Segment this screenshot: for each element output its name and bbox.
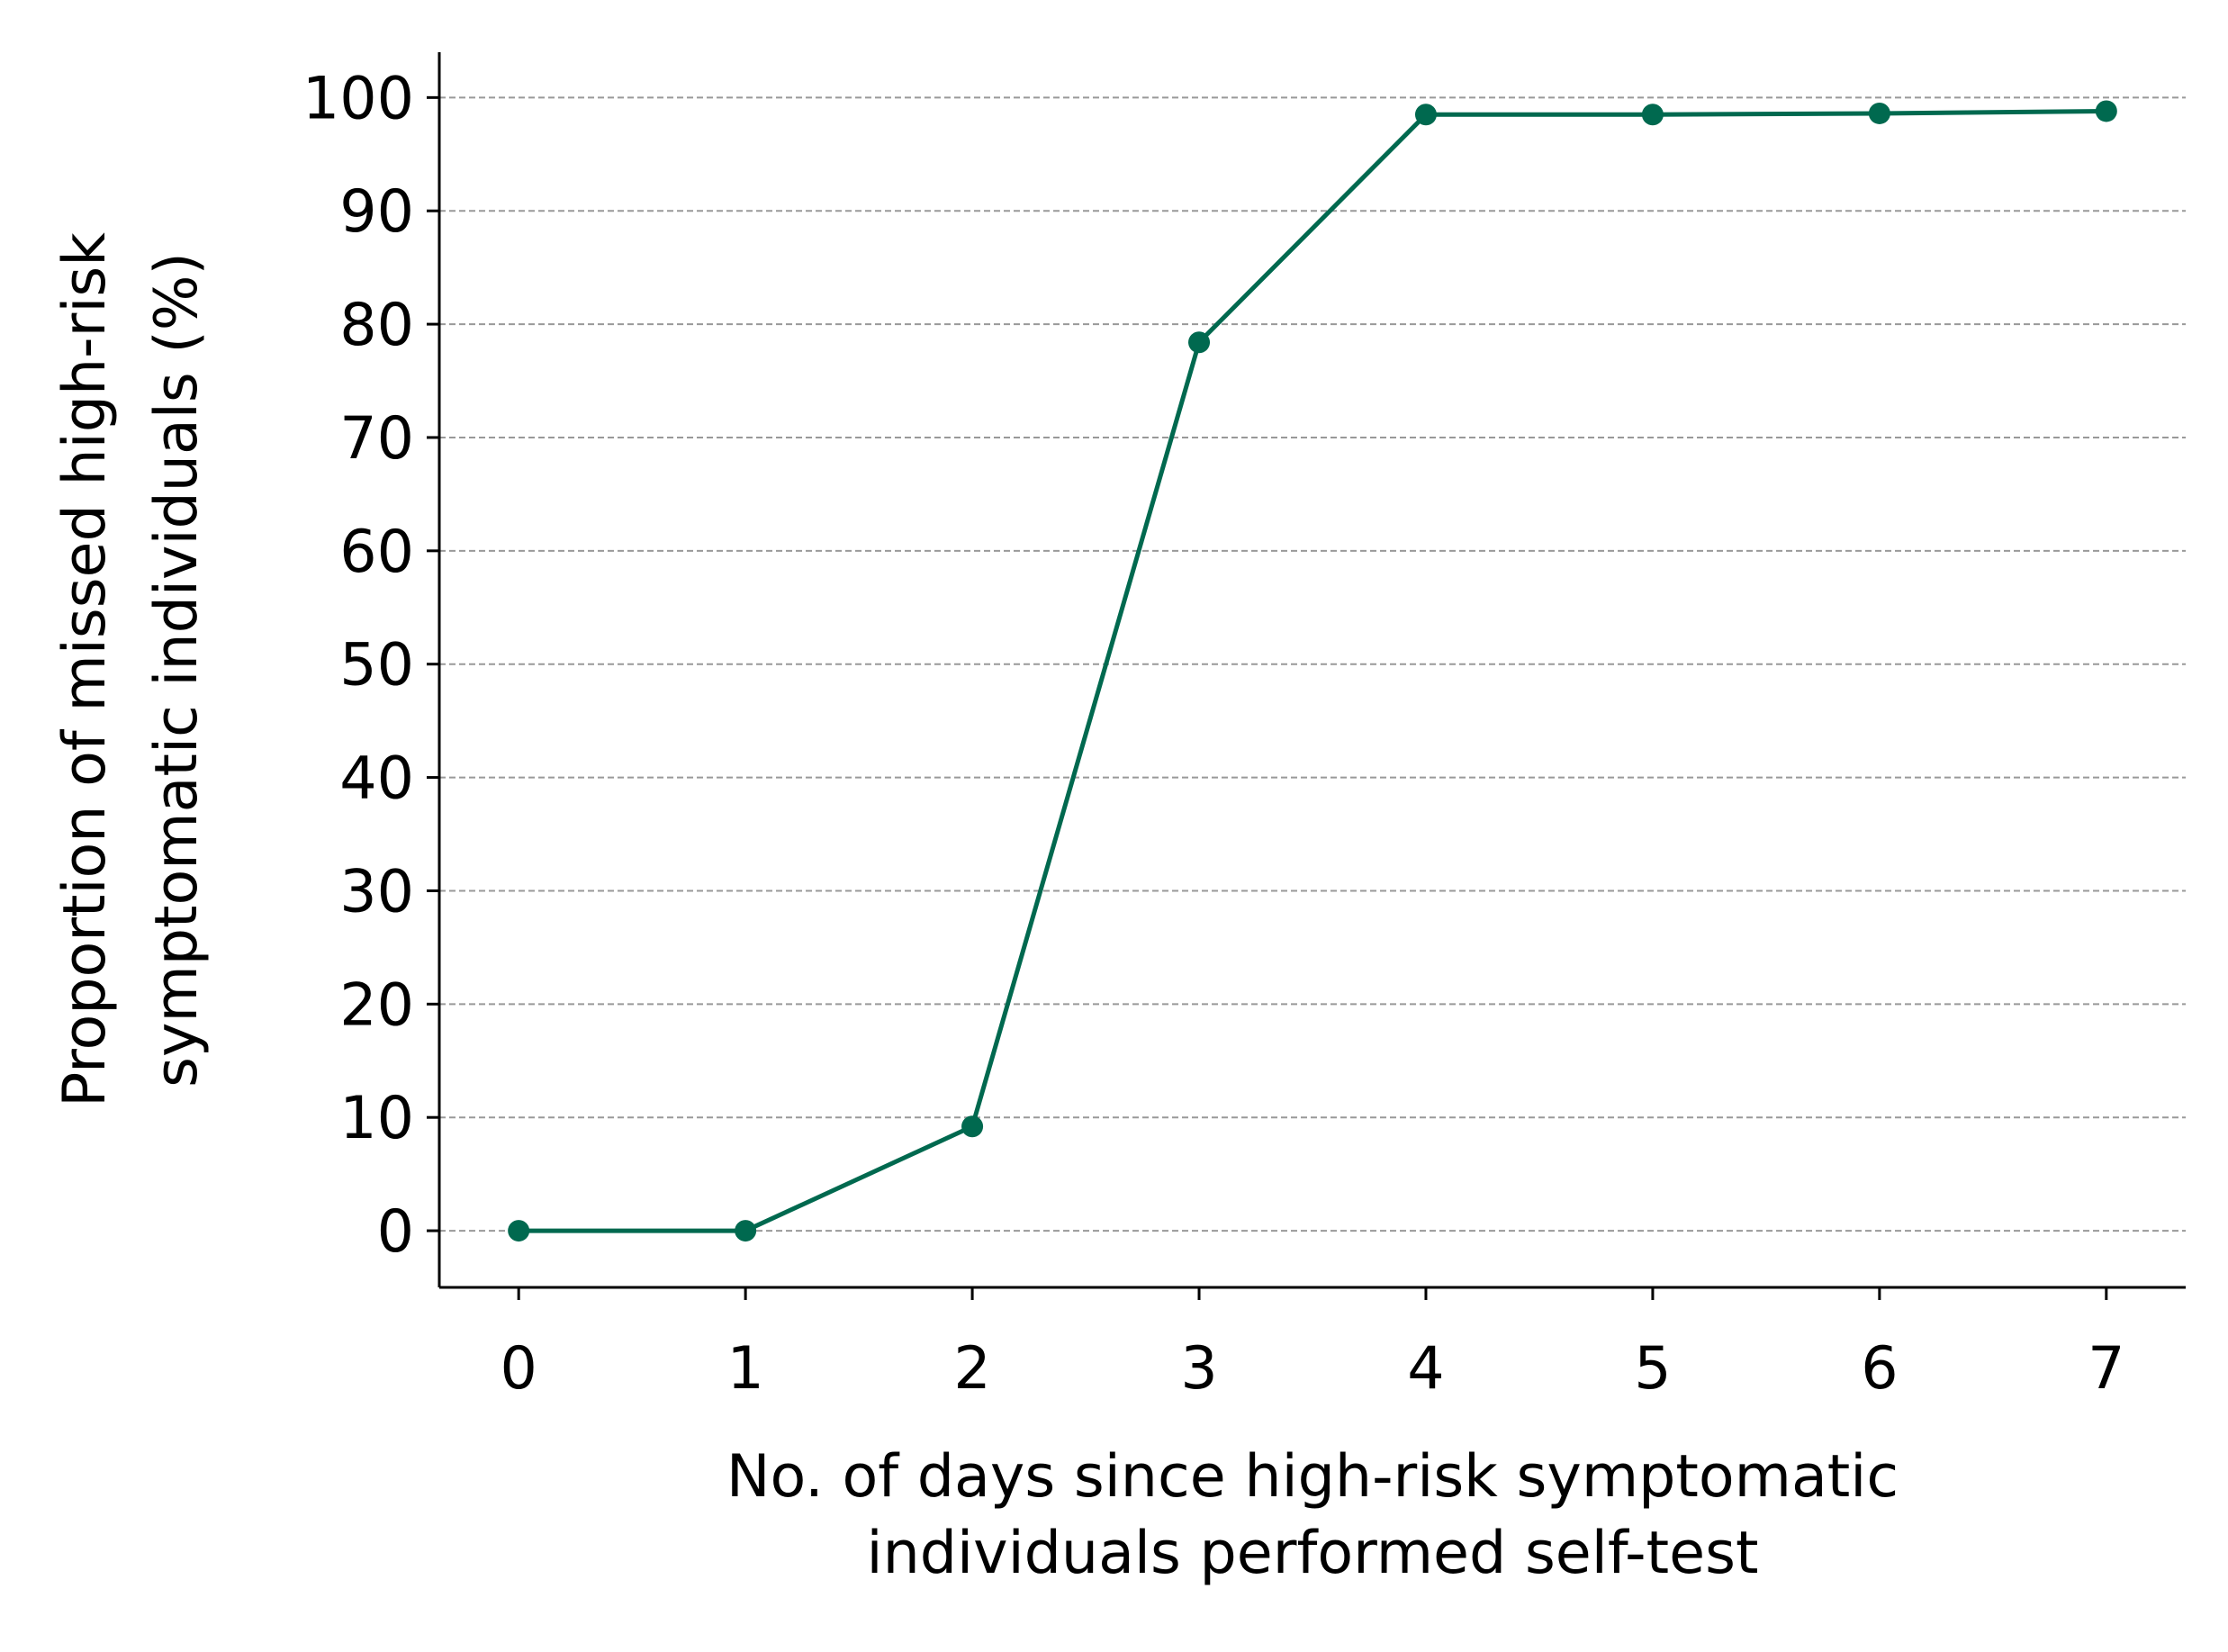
data-point-5 — [1641, 104, 1664, 126]
y-tick-label-30: 30 — [339, 858, 414, 925]
x-tick-label-6: 6 — [1861, 1335, 1898, 1403]
y-tick-label-40: 40 — [339, 745, 414, 813]
x-tick-label-2: 2 — [953, 1335, 990, 1403]
y-ticks: 0 10 20 30 40 50 60 70 80 90 100 — [302, 65, 439, 1266]
data-point-0 — [508, 1220, 530, 1242]
y-tick-label-80: 80 — [339, 292, 414, 359]
x-tick-label-0: 0 — [501, 1335, 537, 1403]
y-tick-label-50: 50 — [339, 632, 414, 700]
y-tick-label-20: 20 — [339, 971, 414, 1039]
y-axis-title-line-2: symptomatic individuals (%) — [143, 252, 211, 1088]
data-point-3 — [1188, 331, 1211, 354]
x-tick-label-3: 3 — [1180, 1335, 1217, 1403]
series-group — [508, 100, 2117, 1242]
x-tick-label-5: 5 — [1634, 1335, 1671, 1403]
y-tick-label-70: 70 — [339, 405, 414, 473]
data-point-7 — [2095, 100, 2117, 122]
y-tick-label-100: 100 — [302, 65, 414, 132]
y-tick-label-0: 0 — [377, 1198, 414, 1266]
y-tick-label-90: 90 — [339, 178, 414, 246]
data-point-4 — [1414, 104, 1437, 126]
axes — [437, 52, 2186, 1289]
y-tick-label-10: 10 — [339, 1085, 414, 1152]
x-tick-label-7: 7 — [2088, 1335, 2124, 1403]
axis-titles: No. of days since high-risk symptomatic i… — [51, 232, 1899, 1587]
x-tick-label-1: 1 — [726, 1335, 763, 1403]
data-point-1 — [735, 1220, 757, 1242]
x-tick-label-4: 4 — [1407, 1335, 1444, 1403]
y-tick-label-60: 60 — [339, 519, 414, 586]
data-point-6 — [1868, 102, 1890, 124]
x-axis-title-line-2: individuals performed self-test — [867, 1520, 1759, 1587]
gridlines — [439, 96, 2186, 1232]
y-axis-title-line-1: Proportion of missed high-risk — [51, 232, 119, 1107]
x-axis-title-line-1: No. of days since high-risk symptomatic — [726, 1443, 1899, 1511]
series-line-0 — [519, 108, 2106, 1233]
data-point-2 — [961, 1115, 984, 1138]
x-ticks: 0 1 2 3 4 5 6 7 — [501, 1287, 2124, 1403]
